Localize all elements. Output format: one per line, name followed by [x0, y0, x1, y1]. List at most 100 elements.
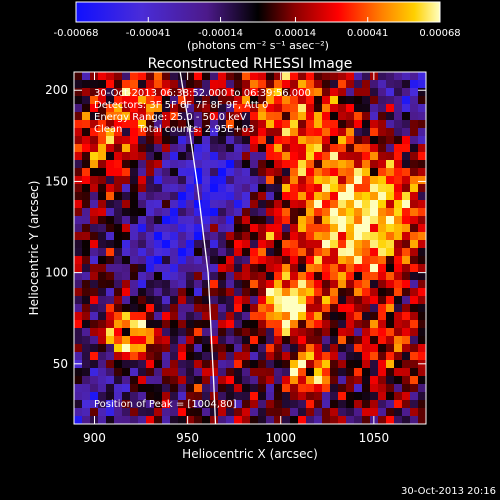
heatmap-cell: [378, 224, 387, 233]
heatmap-cell: [250, 336, 259, 345]
heatmap-cell: [242, 408, 251, 417]
heatmap-cell: [378, 280, 387, 289]
heatmap-cell: [370, 272, 379, 281]
heatmap-cell: [306, 96, 315, 105]
heatmap-cell: [258, 288, 267, 297]
heatmap-cell: [314, 400, 323, 409]
heatmap-cell: [234, 352, 243, 361]
heatmap-cell: [194, 128, 203, 137]
heatmap-cell: [250, 216, 259, 225]
heatmap-cell: [242, 344, 251, 353]
heatmap-cell: [362, 240, 371, 249]
heatmap-cell: [282, 360, 291, 369]
heatmap-cell: [394, 368, 403, 377]
heatmap-cell: [306, 160, 315, 169]
heatmap-cell: [170, 264, 179, 273]
heatmap-cell: [394, 400, 403, 409]
heatmap-cell: [226, 112, 235, 121]
heatmap-cell: [274, 136, 283, 145]
heatmap-cell: [322, 344, 331, 353]
heatmap-cell: [178, 232, 187, 241]
heatmap-cell: [218, 232, 227, 241]
heatmap-cell: [250, 320, 259, 329]
heatmap-cell: [258, 280, 267, 289]
heatmap-cell: [98, 304, 107, 313]
heatmap-cell: [122, 136, 131, 145]
heatmap-cell: [218, 88, 227, 97]
heatmap-cell: [266, 320, 275, 329]
heatmap-cell: [154, 288, 163, 297]
heatmap-cell: [90, 376, 99, 385]
heatmap-cell: [322, 280, 331, 289]
heatmap-cell: [106, 416, 115, 424]
heatmap-cell: [170, 160, 179, 169]
heatmap-cell: [274, 192, 283, 201]
heatmap-cell: [410, 112, 419, 121]
heatmap-cell: [226, 392, 235, 401]
heatmap-cell: [354, 264, 363, 273]
heatmap-cell: [266, 200, 275, 209]
heatmap-cell: [210, 272, 219, 281]
heatmap-cell: [338, 360, 347, 369]
heatmap-cell: [370, 280, 379, 289]
heatmap-cell: [362, 296, 371, 305]
heatmap-cell: [314, 264, 323, 273]
heatmap-cell: [82, 416, 91, 424]
heatmap-cell: [322, 288, 331, 297]
heatmap-cell: [314, 288, 323, 297]
heatmap-cell: [82, 368, 91, 377]
heatmap-cell: [162, 304, 171, 313]
heatmap-cell: [322, 240, 331, 249]
heatmap-cell: [362, 360, 371, 369]
heatmap-cell: [290, 304, 299, 313]
heatmap-cell: [242, 144, 251, 153]
heatmap-cell: [370, 88, 379, 97]
heatmap-cell: [146, 224, 155, 233]
heatmap-cell: [162, 328, 171, 337]
heatmap-cell: [290, 152, 299, 161]
heatmap-cell: [282, 312, 291, 321]
heatmap-cell: [234, 312, 243, 321]
heatmap-cell: [258, 360, 267, 369]
heatmap-cell: [242, 296, 251, 305]
heatmap-cell: [290, 264, 299, 273]
heatmap-cell: [106, 216, 115, 225]
heatmap-cell: [402, 272, 411, 281]
heatmap-cell: [114, 328, 123, 337]
heatmap-cell: [330, 408, 339, 417]
heatmap-cell: [314, 392, 323, 401]
heatmap-cell: [98, 280, 107, 289]
heatmap-cell: [162, 88, 171, 97]
heatmap-cell: [274, 88, 283, 97]
heatmap-cell: [282, 224, 291, 233]
heatmap-cell: [106, 152, 115, 161]
heatmap-cell: [378, 328, 387, 337]
heatmap-cell: [274, 256, 283, 265]
heatmap-cell: [386, 72, 395, 81]
heatmap-cell: [418, 112, 426, 121]
heatmap-cell: [130, 184, 139, 193]
heatmap-cell: [298, 296, 307, 305]
heatmap-cell: [186, 264, 195, 273]
heatmap-cell: [250, 304, 259, 313]
heatmap-cell: [146, 256, 155, 265]
heatmap-cell: [202, 104, 211, 113]
heatmap-cell: [402, 192, 411, 201]
heatmap-cell: [418, 160, 426, 169]
heatmap-cell: [242, 376, 251, 385]
heatmap-cell: [98, 176, 107, 185]
heatmap-cell: [106, 168, 115, 177]
heatmap-cell: [386, 104, 395, 113]
heatmap-cell: [186, 152, 195, 161]
heatmap-cell: [74, 72, 83, 81]
heatmap-cell: [90, 200, 99, 209]
heatmap-cell: [74, 320, 83, 329]
heatmap-cell: [338, 184, 347, 193]
colorbar-tick-label: 0.00041: [347, 28, 388, 39]
heatmap-cell: [362, 88, 371, 97]
heatmap-cell: [154, 320, 163, 329]
heatmap-cell: [418, 328, 426, 337]
heatmap-cell: [194, 248, 203, 257]
heatmap-cell: [402, 384, 411, 393]
